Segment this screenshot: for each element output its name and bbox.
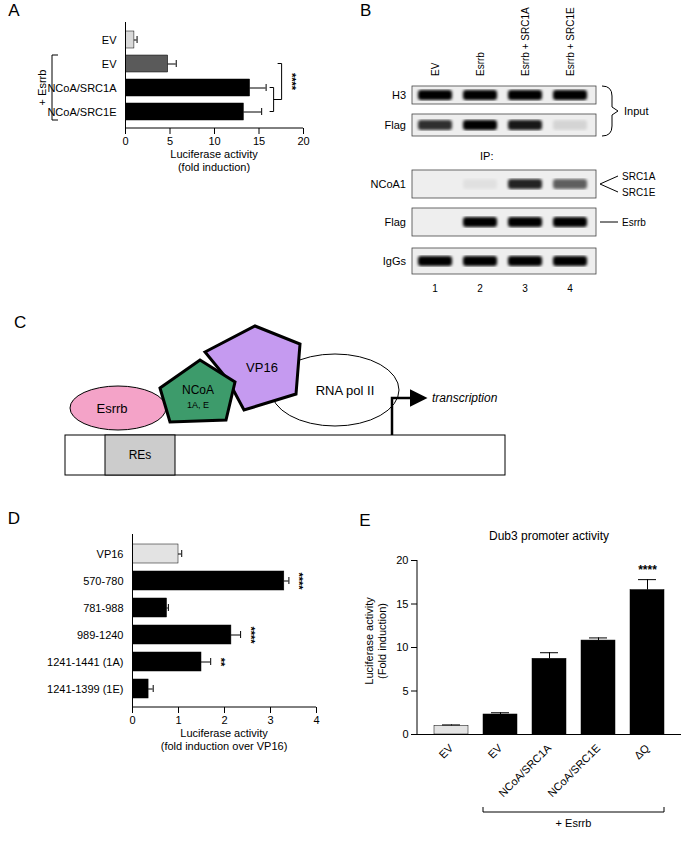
svg-text:Luciferase activity(fold induc: Luciferase activity(fold induction) [170, 148, 258, 173]
svg-text:20: 20 [396, 554, 408, 566]
svg-text:RNA pol II: RNA pol II [316, 383, 375, 398]
svg-text:IgGs: IgGs [383, 255, 407, 267]
svg-text:5: 5 [402, 685, 408, 697]
svg-text:H3: H3 [392, 89, 406, 101]
svg-text:B: B [360, 1, 371, 20]
svg-text:Esrrb + SRC1A: Esrrb + SRC1A [520, 7, 531, 76]
svg-text:SRC1E: SRC1E [622, 187, 656, 198]
svg-text:4: 4 [313, 714, 319, 726]
svg-text:****: **** [638, 563, 657, 577]
svg-text:Dub3 promoter activity: Dub3 promoter activity [489, 529, 609, 543]
svg-text:transcription: transcription [432, 391, 498, 405]
svg-text:EV: EV [437, 741, 456, 760]
svg-text:5: 5 [167, 135, 173, 147]
svg-text:****: **** [293, 572, 305, 590]
svg-text:NCoA/SRC1A: NCoA/SRC1A [47, 82, 117, 94]
svg-text:+ Esrrb: + Esrrb [556, 817, 592, 829]
svg-text:Esrrb: Esrrb [96, 401, 127, 416]
svg-text:VP16: VP16 [246, 360, 278, 375]
svg-text:REs: REs [129, 448, 152, 462]
svg-text:1241-1399 (1E): 1241-1399 (1E) [47, 683, 123, 695]
svg-text:A: A [8, 1, 20, 20]
svg-text:Input: Input [624, 105, 648, 117]
svg-text:1A, E: 1A, E [187, 400, 209, 410]
svg-text:EV: EV [486, 741, 505, 760]
svg-text:Esrrb + SRC1E: Esrrb + SRC1E [565, 7, 576, 76]
svg-text:3: 3 [522, 283, 528, 294]
svg-text:VP16: VP16 [97, 548, 124, 560]
svg-text:Esrrb: Esrrb [622, 217, 646, 228]
svg-text:989-1240: 989-1240 [77, 629, 124, 641]
svg-text:1241-1441 (1A): 1241-1441 (1A) [47, 656, 123, 668]
svg-text:**: ** [215, 658, 227, 667]
svg-text:570-780: 570-780 [83, 575, 123, 587]
svg-text:Flag: Flag [385, 119, 406, 131]
svg-text:****: **** [245, 626, 257, 644]
svg-text:0: 0 [122, 135, 128, 147]
svg-text:C: C [14, 313, 26, 332]
svg-text:2: 2 [477, 283, 483, 294]
svg-text:NCoA/SRC1E: NCoA/SRC1E [545, 742, 602, 799]
svg-text:15: 15 [396, 598, 408, 610]
svg-text:4: 4 [567, 283, 573, 294]
svg-text:781-988: 781-988 [83, 602, 123, 614]
svg-text:Luciferase activity(fold induc: Luciferase activity(fold induction over … [161, 727, 288, 752]
svg-text:1: 1 [175, 714, 181, 726]
svg-text:NCoA: NCoA [182, 383, 214, 397]
svg-text:2: 2 [221, 714, 227, 726]
svg-text:NCoA/SRC1E: NCoA/SRC1E [47, 106, 116, 118]
svg-text:15: 15 [253, 135, 265, 147]
svg-text:0: 0 [402, 728, 408, 740]
svg-text:3: 3 [267, 714, 273, 726]
svg-text:1: 1 [432, 283, 438, 294]
svg-text:****: **** [286, 73, 298, 91]
svg-text:NCoA/SRC1A: NCoA/SRC1A [496, 741, 554, 800]
svg-text:ΔQ: ΔQ [632, 741, 652, 761]
svg-text:Esrrb: Esrrb [475, 52, 486, 76]
svg-text:Luciferase activity(Fold induc: Luciferase activity(Fold induction) [363, 597, 388, 685]
svg-text:0: 0 [129, 714, 135, 726]
svg-text:EV: EV [102, 58, 117, 70]
svg-text:10: 10 [396, 641, 408, 653]
svg-text:+ Esrrb: + Esrrb [36, 70, 48, 106]
svg-text:EV: EV [430, 62, 441, 76]
svg-text:20: 20 [297, 135, 309, 147]
svg-text:D: D [8, 509, 20, 528]
svg-text:IP:: IP: [480, 150, 493, 162]
svg-text:E: E [359, 511, 370, 530]
svg-text:SRC1A: SRC1A [622, 171, 656, 182]
svg-text:NCoA1: NCoA1 [371, 178, 406, 190]
svg-text:10: 10 [208, 135, 220, 147]
svg-text:EV: EV [102, 34, 117, 46]
svg-text:Flag: Flag [385, 216, 406, 228]
